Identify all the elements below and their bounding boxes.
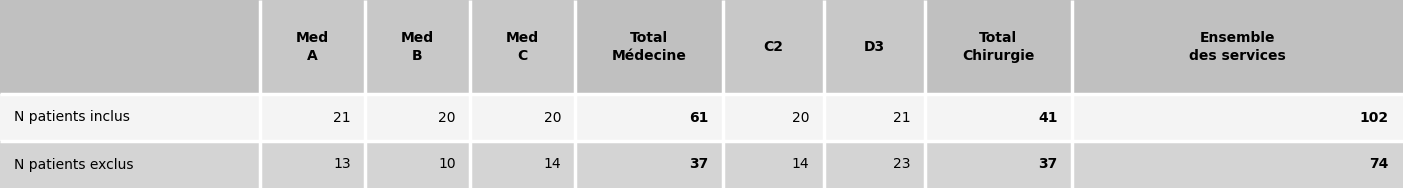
Bar <box>470 94 575 141</box>
Bar <box>260 94 365 141</box>
Bar <box>1072 0 1403 94</box>
Text: Med
A: Med A <box>296 31 328 63</box>
Bar <box>824 141 925 188</box>
Text: Total
Chirurgie: Total Chirurgie <box>962 31 1034 63</box>
Bar <box>925 141 1072 188</box>
Text: 21: 21 <box>892 111 911 124</box>
Bar <box>1072 94 1403 141</box>
Text: 14: 14 <box>791 158 810 171</box>
Text: 37: 37 <box>689 158 709 171</box>
Bar <box>1072 141 1403 188</box>
Bar <box>824 94 925 141</box>
Bar <box>0 0 260 94</box>
Bar <box>723 94 824 141</box>
Text: 10: 10 <box>438 158 456 171</box>
Bar <box>260 0 365 94</box>
Text: 61: 61 <box>689 111 709 124</box>
Bar <box>575 0 723 94</box>
Text: 23: 23 <box>894 158 911 171</box>
Text: 20: 20 <box>544 111 561 124</box>
Bar <box>925 0 1072 94</box>
Text: N patients exclus: N patients exclus <box>14 158 133 171</box>
Bar <box>0 141 260 188</box>
Bar <box>824 0 925 94</box>
Text: 20: 20 <box>439 111 456 124</box>
Text: C2: C2 <box>763 40 783 54</box>
Text: 74: 74 <box>1369 158 1389 171</box>
Bar <box>723 141 824 188</box>
Text: 20: 20 <box>793 111 810 124</box>
Bar <box>260 141 365 188</box>
Bar <box>470 141 575 188</box>
Bar <box>575 94 723 141</box>
Bar <box>723 0 824 94</box>
Bar <box>470 0 575 94</box>
Text: N patients inclus: N patients inclus <box>14 111 130 124</box>
Text: Med
C: Med C <box>506 31 539 63</box>
Bar <box>0 94 260 141</box>
Bar <box>575 141 723 188</box>
Text: 37: 37 <box>1038 158 1058 171</box>
Bar <box>365 141 470 188</box>
Bar <box>365 0 470 94</box>
Text: Med
B: Med B <box>401 31 434 63</box>
Text: 41: 41 <box>1038 111 1058 124</box>
Text: 14: 14 <box>543 158 561 171</box>
Text: Ensemble
des services: Ensemble des services <box>1190 31 1285 63</box>
Text: 21: 21 <box>333 111 351 124</box>
Text: 102: 102 <box>1360 111 1389 124</box>
Text: D3: D3 <box>863 40 885 54</box>
Bar <box>365 94 470 141</box>
Bar <box>925 94 1072 141</box>
Text: 13: 13 <box>333 158 351 171</box>
Text: Total
Médecine: Total Médecine <box>612 31 686 63</box>
